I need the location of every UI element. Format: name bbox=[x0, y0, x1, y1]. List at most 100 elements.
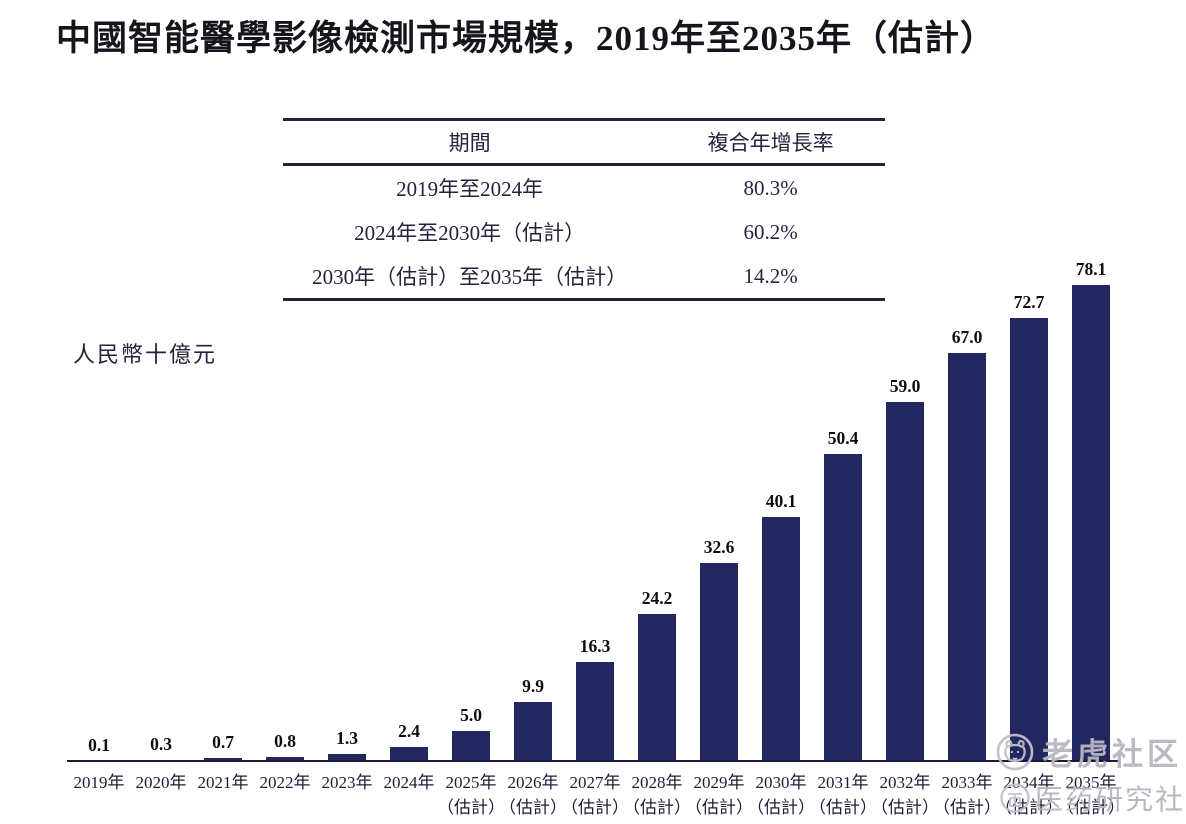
bar-area: 50.4 bbox=[812, 285, 874, 762]
period-cell: 2019年至2024年 bbox=[396, 177, 544, 201]
bar-area: 24.2 bbox=[626, 285, 688, 762]
cagr-cell: 80.3% bbox=[743, 175, 798, 200]
bar-value-label: 32.6 bbox=[703, 537, 735, 557]
chart-column: 0.8 2022年 bbox=[254, 285, 316, 824]
research-watermark: 医药研究社 bbox=[999, 778, 1185, 818]
chart-column: 50.4 2031年 （估計） bbox=[809, 285, 877, 824]
bar-value-label: 0.8 bbox=[274, 731, 296, 751]
bar-value-label: 16.3 bbox=[579, 636, 611, 656]
x-axis-label: 2022年 bbox=[259, 773, 311, 792]
bar-value-label: 0.3 bbox=[150, 734, 172, 754]
chart-column: 59.0 2032年 （估計） bbox=[871, 285, 939, 824]
bar-area: 40.1 bbox=[750, 285, 812, 762]
x-axis-label: 2024年 bbox=[383, 773, 435, 792]
x-axis-label: 2030年 （估計） bbox=[747, 773, 815, 817]
bar bbox=[886, 402, 924, 762]
bar-value-label: 0.1 bbox=[88, 735, 110, 755]
bar bbox=[948, 353, 986, 762]
x-axis-label: 2035年 （估計） bbox=[1057, 773, 1125, 817]
bar-value-label: 40.1 bbox=[765, 491, 797, 511]
tiger-community-watermark-label: 老虎社区 bbox=[1042, 737, 1182, 772]
bar-area: 0.8 bbox=[254, 285, 316, 762]
bar bbox=[700, 563, 738, 762]
chart-column: 40.1 2030年 （估計） bbox=[747, 285, 815, 824]
chart-column: 16.3 2027年 （估計） bbox=[561, 285, 629, 824]
x-axis-label: 2032年 （估計） bbox=[871, 773, 939, 817]
cagr-table-header-period: 期間 bbox=[448, 131, 491, 155]
bar bbox=[576, 662, 614, 762]
x-axis-estimate-note: （估計） bbox=[1057, 797, 1125, 817]
chart-column: 78.1 2035年 （估計） bbox=[1057, 259, 1125, 824]
bar-area: 67.0 bbox=[936, 285, 998, 762]
chart-column: 72.7 2034年 （估計） bbox=[995, 285, 1063, 824]
x-axis-label: 2027年 （估計） bbox=[561, 773, 629, 817]
x-axis-estimate-note: （估計） bbox=[561, 797, 629, 817]
chart-column: 32.6 2029年 （估計） bbox=[685, 285, 753, 824]
page-title: 中國智能醫學影像檢測市場規模，2019年至2035年（估計） bbox=[56, 19, 997, 58]
cagr-cell: 60.2% bbox=[743, 219, 798, 244]
bar-value-label: 9.9 bbox=[522, 676, 544, 696]
bar-area: 0.1 bbox=[68, 285, 130, 762]
bar-area: 2.4 bbox=[378, 285, 440, 762]
tiger-community-watermark: 老虎社区 bbox=[995, 729, 1182, 774]
bar-area: 16.3 bbox=[564, 285, 626, 762]
table-row: 2024年至2030年（估計） 60.2% bbox=[283, 210, 885, 254]
x-axis-label: 2031年 （估計） bbox=[809, 773, 877, 817]
bar-area: 32.6 bbox=[688, 285, 750, 762]
chart-column: 9.9 2026年 （估計） bbox=[499, 285, 567, 824]
x-axis-label: 2028年 （估計） bbox=[623, 773, 691, 817]
bar-area: 72.7 bbox=[998, 285, 1060, 762]
x-axis-label: 2021年 bbox=[197, 773, 249, 792]
bar-value-label: 72.7 bbox=[1013, 292, 1045, 312]
bar-value-label: 1.3 bbox=[336, 728, 358, 748]
x-axis-estimate-note: （估計） bbox=[871, 797, 939, 817]
bar-value-label: 5.0 bbox=[460, 705, 482, 725]
research-watermark-label: 医药研究社 bbox=[1034, 784, 1185, 815]
bar-area: 78.1 bbox=[1060, 259, 1122, 762]
cagr-cell: 14.2% bbox=[743, 263, 798, 288]
bar bbox=[266, 757, 304, 762]
bar bbox=[1072, 285, 1110, 762]
bar-chart: 0.1 2019年 0.3 2020年 0.7 2021年 0.8 2022年 1.3 2023年… bbox=[68, 259, 1126, 824]
x-axis-label: 2026年 （估計） bbox=[499, 773, 567, 817]
bar-value-label: 78.1 bbox=[1075, 259, 1107, 279]
x-axis-label: 2023年 bbox=[321, 773, 373, 792]
bar-value-label: 2.4 bbox=[398, 721, 420, 741]
chart-column: 0.1 2019年 bbox=[68, 285, 130, 824]
x-axis-estimate-note: （估計） bbox=[623, 797, 691, 817]
bar-area: 0.7 bbox=[192, 285, 254, 762]
y-axis-unit-label: 人民幣十億元 bbox=[73, 342, 218, 367]
chart-column: 24.2 2028年 （估計） bbox=[623, 285, 691, 824]
x-axis-label: 2025年 （估計） bbox=[437, 773, 505, 817]
chart-column: 2.4 2024年 bbox=[378, 285, 440, 824]
bar bbox=[452, 731, 490, 762]
bar bbox=[514, 702, 552, 762]
bar bbox=[638, 614, 676, 762]
x-axis-line bbox=[67, 760, 1120, 762]
bar-value-label: 24.2 bbox=[641, 588, 673, 608]
bar-value-label: 0.7 bbox=[212, 732, 234, 752]
chart-column: 1.3 2023年 bbox=[316, 285, 378, 824]
chart-column: 5.0 2025年 （估計） bbox=[437, 285, 505, 824]
cagr-table-header-cagr: 複合年增長率 bbox=[707, 131, 834, 155]
x-axis-estimate-note: （估計） bbox=[747, 797, 815, 817]
period-cell: 2024年至2030年（估計） bbox=[354, 221, 586, 245]
x-axis-estimate-note: （估計） bbox=[809, 797, 877, 817]
bar-value-label: 59.0 bbox=[889, 376, 921, 396]
period-cell: 2030年（估計）至2035年（估計） bbox=[312, 265, 628, 289]
x-axis-estimate-note: （估計） bbox=[499, 797, 567, 817]
cagr-table: 期間 複合年增長率 2019年至2024年 80.3% 2024年至2030年（… bbox=[283, 118, 885, 301]
x-axis-label: 2029年 （估計） bbox=[685, 773, 753, 817]
x-axis-label: 2019年 bbox=[73, 773, 125, 792]
bar bbox=[762, 517, 800, 762]
x-axis-estimate-note: （估計） bbox=[685, 797, 753, 817]
bar-value-label: 67.0 bbox=[951, 327, 983, 347]
bar bbox=[1010, 318, 1048, 762]
bar bbox=[390, 747, 428, 762]
bar-area: 9.9 bbox=[502, 285, 564, 762]
bar-area: 5.0 bbox=[440, 285, 502, 762]
chart-column: 67.0 2033年 （估計） bbox=[933, 285, 1001, 824]
x-axis-label: 2020年 bbox=[135, 773, 187, 792]
bar bbox=[328, 754, 366, 762]
bar-area: 0.3 bbox=[130, 285, 192, 762]
